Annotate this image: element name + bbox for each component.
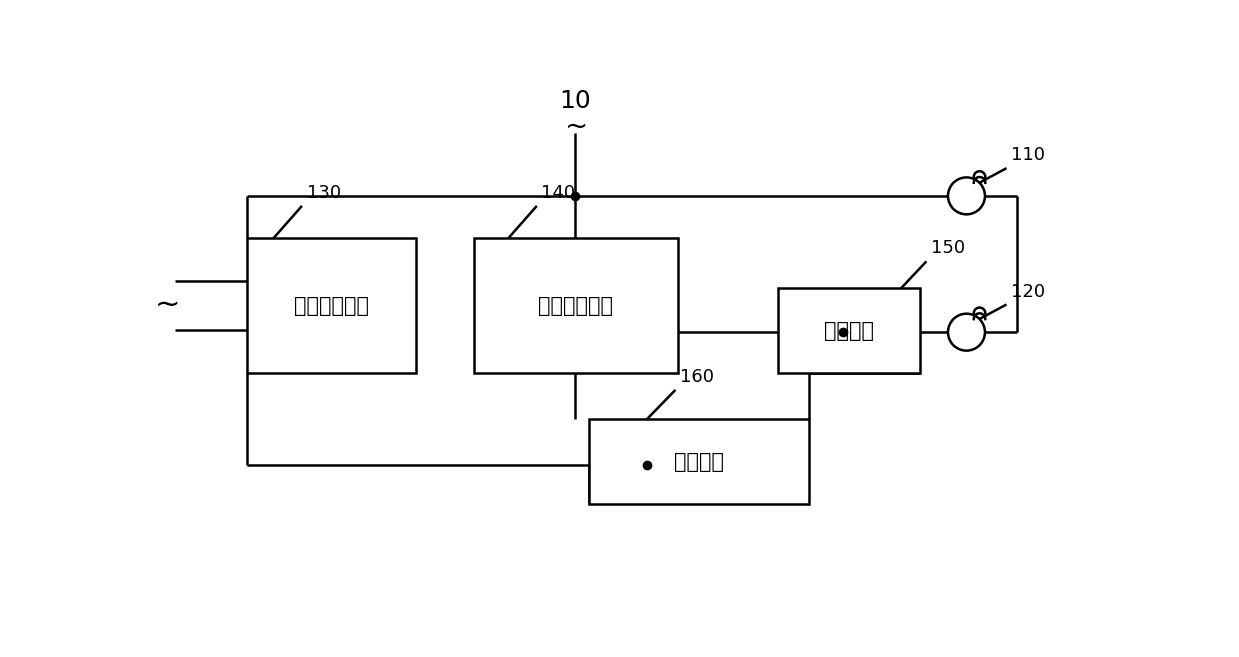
Text: 150: 150 — [930, 240, 965, 258]
Text: ~: ~ — [564, 112, 587, 141]
Text: 整流滤波模块: 整流滤波模块 — [294, 296, 369, 315]
Bar — [473, 238, 678, 373]
Text: 分流电路: 分流电路 — [824, 321, 873, 340]
Bar — [590, 419, 809, 504]
Text: 130: 130 — [306, 184, 341, 202]
Circle shape — [948, 313, 985, 351]
Bar — [247, 238, 416, 373]
Text: 10: 10 — [560, 89, 591, 113]
Text: 调光驱动模块: 调光驱动模块 — [538, 296, 613, 315]
Text: 140: 140 — [541, 184, 576, 202]
Text: ~: ~ — [155, 291, 181, 320]
Text: 开关电路: 开关电路 — [674, 451, 724, 472]
Bar — [778, 288, 921, 373]
Text: 110: 110 — [1011, 147, 1046, 164]
Circle shape — [948, 177, 985, 214]
Text: 120: 120 — [1011, 283, 1046, 301]
Text: 160: 160 — [680, 368, 714, 386]
